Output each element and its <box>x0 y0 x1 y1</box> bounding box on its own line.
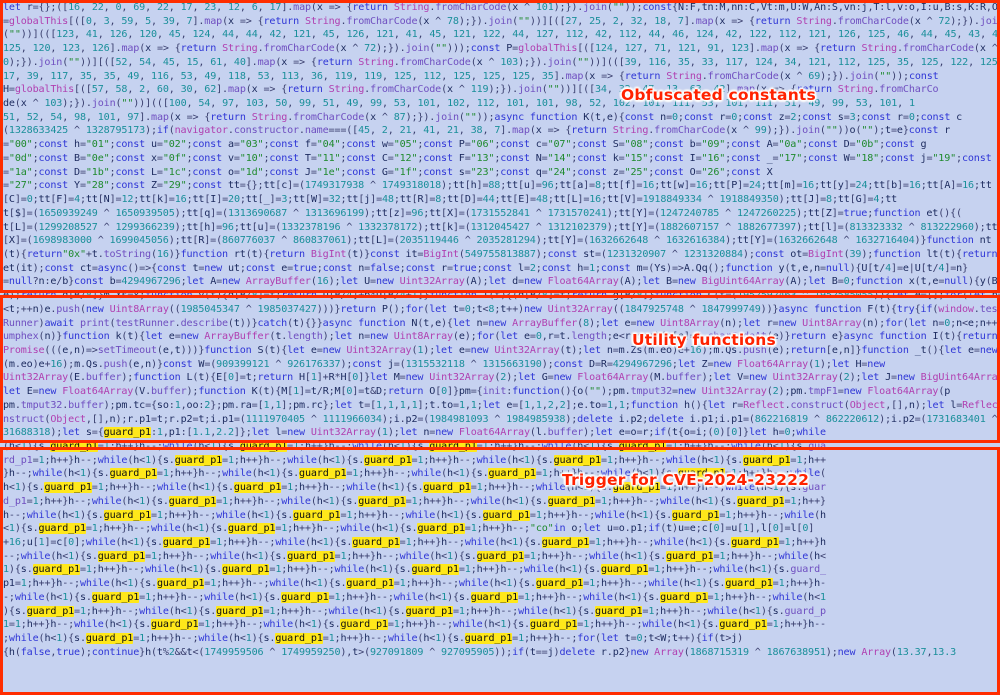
code-line: (t){return"0x"+t.toString(16)}function r… <box>3 248 998 260</box>
code-line: <t;++n)e.push(new Uint8Array((1985045347… <box>3 303 1000 315</box>
code-line: t[L]=(1299208527 ^ 1299366239);tt[h]=96;… <box>3 221 998 233</box>
code-line: ="00";const h="01";const u="02";const a=… <box>3 139 927 151</box>
code-line: p1=1;h++}h--;while(h<1){s.guard_p1=1;h++… <box>3 578 826 590</box>
code-line: +16;u[1]=c[0];while(h<1){s.guard_p1=1;h+… <box>3 537 826 549</box>
code-line: nstruct(Object,[],n);r.p1=t;r.p2=t;i.p1=… <box>3 413 998 425</box>
code-line: 1){s.guard_p1=1;h++}h--;while(h<1){s.gua… <box>3 564 826 576</box>
code-line: de(x ^ 103);}).join(""))](([100, 54, 97,… <box>3 98 915 110</box>
code-line: et(it);const ct=async()=>{const t=new ut… <box>3 262 969 274</box>
code-line: ="27";const Y="28";const Z="29";const tt… <box>3 180 992 192</box>
code-line: }h--;while(h<1){s.guard_p1=1;h++}h--;whi… <box>3 468 826 480</box>
code-line: Promise(((e,n)=>setTimeout(e,t)))}functi… <box>3 344 998 356</box>
code-line: -;while(h<1){s.guard_p1=1;h++}h--;while(… <box>3 591 826 603</box>
code-line: rd_p1=1;h++}h--;while(h<1){s.guard_p1=1;… <box>3 454 826 466</box>
code-line: 0);}).join(""))][([52, 54, 45, 15, 61, 4… <box>3 56 1000 68</box>
code-line: pm.tmput32.buffer);pm.tc={so:1,oo:2};pm.… <box>3 399 1000 411</box>
code-line: e);return d[B/8]}m.Xs=x;function v(t){d[… <box>3 290 1000 302</box>
code-line: 17, 39, 117, 35, 35, 49, 116, 53, 49, 11… <box>3 70 939 82</box>
code-line: (h<1){s.guard_p1=1;h++}h--;while(h<1){s.… <box>3 441 826 452</box>
code-line: ="0d";const B="0e";const x="0f";const v=… <box>3 152 1000 164</box>
code-line: [X]=(1698983000 ^ 1699045056);tt[R]=(860… <box>3 235 992 247</box>
code-line: --;while(h<1){s.guard_p1=1;h++}h--;while… <box>3 550 826 562</box>
code-line: t[$]=(1650939249 ^ 1650939505);tt[q]=(13… <box>3 207 962 219</box>
code-line: (1328633425 ^ 1328795173);if(navigator.c… <box>3 125 951 137</box>
source-code-canvas[interactable]: let r={};([16, 22, 0, 69, 22, 17, 23, 12… <box>0 0 1000 660</box>
code-line: h--;while(h<1){s.guard_p1=1;h++}h--;whil… <box>3 509 826 521</box>
code-line: Uint32Array(E.buffer);function L(t){E[0]… <box>3 372 1000 384</box>
code-line: umphex(n)}function k(t){let e=new ArrayB… <box>3 331 998 343</box>
code-line: =globalThis[([0, 3, 59, 5, 39, 7].map(x … <box>3 15 1000 27</box>
code-line: ;while(h<1){s.guard_p1=1;h++}h--;while(h… <box>3 633 744 645</box>
code-line: (""))](([123, 41, 126, 120, 45, 124, 44,… <box>3 29 1000 41</box>
code-line: h<1){s.guard_p1=1;h++}h--;while(h<1){s.g… <box>3 482 826 494</box>
code-line: ="1a";const D="1b";const L="1c";const o=… <box>3 166 773 178</box>
code-line: <1){s.guard_p1=1;h++}h--;while(h<1){s.gu… <box>3 523 815 535</box>
code-line: let E=new Float64Array(V.buffer);functio… <box>3 386 951 398</box>
code-line: d_p1=1;h++}h--;while(h<1){s.guard_p1=1;h… <box>3 495 826 507</box>
code-line: =null?n:e/b}const b=4294967296;let A=new… <box>3 276 1000 288</box>
code-line: let r={};([16, 22, 0, 69, 22, 17, 23, 12… <box>3 2 1000 13</box>
code-line: (m.eo)e+16);m.Qs.push(e,n)}const W=(9093… <box>3 358 886 370</box>
code-line: 125, 120, 123, 126].map(x => {return Str… <box>3 43 998 55</box>
code-line: 51, 52, 54, 98, 101, 97].map(x => {retur… <box>3 111 963 123</box>
code-line: 31688318);let s={guard_p1:1,p1:[1.1,2.2]… <box>3 427 826 439</box>
code-line: [C]=0;tt[F]=4;tt[N]=12;tt[k]=16;tt[I]=20… <box>3 194 898 206</box>
code-line: H=globalThis[([57, 58, 2, 60, 30, 62].ma… <box>3 84 939 96</box>
code-line: Runner)await print(testRunner.describe(t… <box>3 317 1000 329</box>
code-line: ){s.guard_p1=1;h++}h--;while(h<1){s.guar… <box>3 605 826 617</box>
code-line: 1=1;h++}h--;while(h<1){s.guard_p1=1;h++}… <box>3 619 826 631</box>
code-line: {h(false,true);continue}h(t%2&&t<(174995… <box>3 646 957 658</box>
